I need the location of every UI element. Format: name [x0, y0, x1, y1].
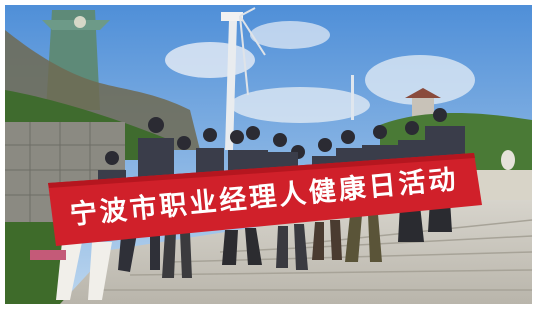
photo: 宁波市职业经理人健康日活动 — [0, 0, 537, 309]
cloud — [250, 21, 330, 49]
small-sign — [30, 250, 66, 260]
scene: 宁波市职业经理人健康日活动 — [5, 5, 532, 304]
pole — [351, 75, 354, 120]
cloud — [230, 87, 370, 123]
cloud — [165, 42, 255, 78]
statue — [501, 150, 515, 170]
page: {"banner": {"text": "宁波市职业经理人健康日活动"}} — [0, 0, 537, 309]
